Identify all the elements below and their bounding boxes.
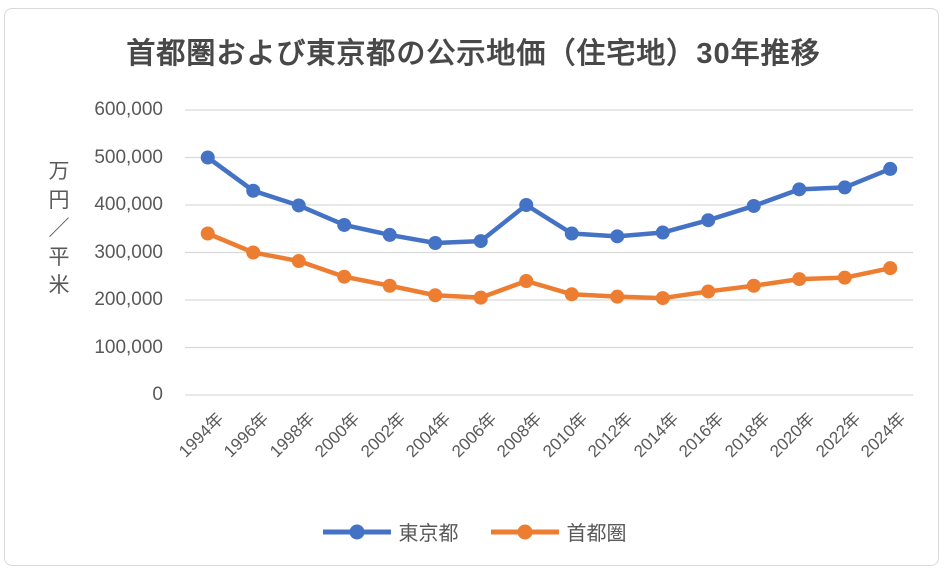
legend-label-shutoken: 首都圏 [566,523,627,545]
y-axis-title-char: 米 [48,274,70,297]
data-point-首都圏-2018年[interactable] [746,278,761,293]
data-point-首都圏-2014年[interactable] [655,291,670,306]
data-point-首都圏-2010年[interactable] [564,287,579,302]
data-point-首都圏-2002年[interactable] [382,278,397,293]
data-point-首都圏-2022年[interactable] [837,270,852,285]
y-tick-label: 300,000 [94,241,163,263]
y-axis-title: 万円 ／ 平米 [44,158,74,301]
data-point-東京都-2006年[interactable] [473,234,488,249]
data-point-首都圏-2004年[interactable] [428,288,443,303]
series-line-首都圏[interactable] [205,231,893,301]
data-point-東京都-1996年[interactable] [246,183,261,198]
chart-title: 首都圏および東京都の公示地価（住宅地）30年推移 [126,38,821,70]
legend: 東京都 首都圏 [0,517,947,546]
data-point-東京都-2004年[interactable] [428,236,443,250]
data-point-東京都-2018年[interactable] [746,198,761,213]
legend-label-tokyo: 東京都 [398,523,459,545]
data-point-首都圏-2006年[interactable] [473,290,488,305]
data-point-首都圏-1996年[interactable] [246,245,261,260]
data-point-首都圏-2008年[interactable] [519,274,534,288]
chart-frame-border [4,8,939,566]
data-point-東京都-2016年[interactable] [701,213,716,228]
data-point-首都圏-2012年[interactable] [610,289,625,304]
legend-item-tokyo[interactable]: 東京都 [321,517,459,546]
data-point-東京都-2012年[interactable] [610,229,625,244]
y-tick-label: 200,000 [94,289,163,310]
data-point-東京都-2000年[interactable] [337,217,352,232]
y-axis-title-char: ／ [48,217,70,240]
y-axis-title-char: 万 [48,160,70,183]
data-point-首都圏-2024年[interactable] [883,261,898,276]
y-tick-label: 0 [152,384,163,405]
y-axis-title-char: 円 [48,188,70,212]
data-point-東京都-2002年[interactable] [382,227,397,242]
data-point-東京都-1994年[interactable] [200,150,215,165]
data-point-首都圏-2020年[interactable] [792,272,807,287]
y-tick-label: 600,000 [94,99,163,120]
y-tick-label: 400,000 [94,194,163,215]
y-tick-label: 100,000 [94,336,163,358]
data-point-東京都-2014年[interactable] [655,225,670,240]
data-point-東京都-2010年[interactable] [564,226,579,241]
data-point-東京都-1998年[interactable] [291,198,306,213]
data-point-東京都-2008年[interactable] [519,198,534,212]
data-point-首都圏-2016年[interactable] [701,284,716,299]
data-point-首都圏-2000年[interactable] [337,269,352,284]
series-line-東京都[interactable] [205,155,893,246]
y-tick-label: 500,000 [94,146,163,168]
data-point-東京都-2022年[interactable] [837,180,852,195]
data-point-東京都-2020年[interactable] [792,182,807,197]
data-point-首都圏-1994年[interactable] [200,226,215,241]
tokyo-series-swatch [322,524,391,539]
data-point-東京都-2024年[interactable] [883,161,898,176]
legend-item-shutoken[interactable]: 首都圏 [489,517,627,546]
data-point-首都圏-1998年[interactable] [291,254,306,269]
y-axis-title-char: 平 [48,245,70,269]
shutoken-series-swatch [490,524,559,539]
